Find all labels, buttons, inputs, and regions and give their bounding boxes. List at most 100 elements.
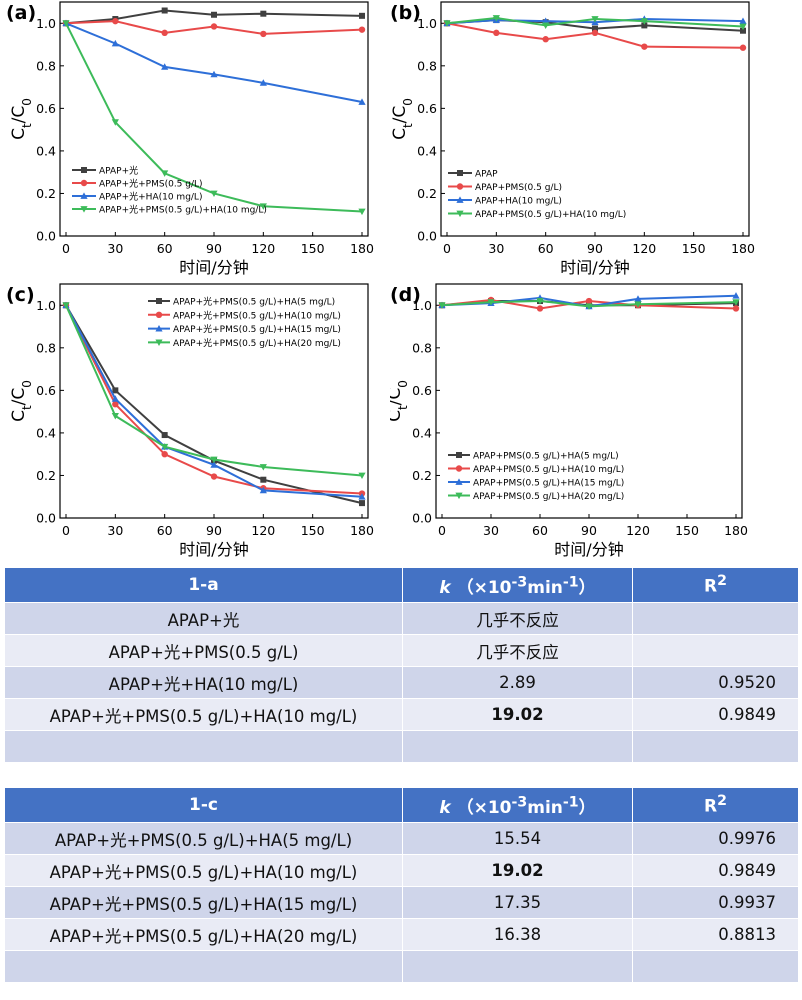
legend-label: APAP+光+HA(10 mg/L) <box>99 191 202 203</box>
x-tick-label: 120 <box>251 241 275 256</box>
legend-marker <box>457 170 463 176</box>
r2-header: R2 <box>633 568 799 603</box>
y-axis-label: Ct/C0 <box>9 380 34 422</box>
chart-d: (d)0.00.20.40.60.81.00306090120150180时间/… <box>390 282 802 562</box>
data-point <box>359 13 365 19</box>
x-tick-label: 30 <box>107 523 123 538</box>
x-tick-label: 180 <box>350 241 374 256</box>
x-tick-label: 60 <box>532 523 548 538</box>
condition-cell: APAP+光 <box>5 603 403 635</box>
x-tick-label: 150 <box>675 523 699 538</box>
legend-label: APAP+光+PMS(0.5 g/L)+HA(10 mg/L) <box>173 309 341 321</box>
k-cell <box>403 951 633 983</box>
r2-cell: 0.9976 <box>633 823 799 855</box>
table-row: APAP+光+PMS(0.5 g/L) 几乎不反应 <box>5 635 799 667</box>
legend-marker <box>81 167 87 173</box>
x-tick-label: 180 <box>724 523 748 538</box>
legend-label: APAP+光+PMS(0.5 g/L)+HA(5 mg/L) <box>173 296 335 308</box>
legend: APAP APAP+PMS(0.5 g/L) APAP+HA(10 mg/L) APA… <box>448 170 626 221</box>
x-tick-label: 90 <box>581 523 597 538</box>
x-axis-label: 时间/分钟 <box>554 540 623 559</box>
y-tick-label: 0.6 <box>412 383 432 398</box>
r2-cell <box>633 951 799 983</box>
condition-cell: APAP+光+PMS(0.5 g/L)+HA(10 mg/L) <box>5 699 403 731</box>
y-tick-label: 0.8 <box>412 340 432 355</box>
legend-label: APAP+光 <box>99 165 138 177</box>
k-cell: 16.38 <box>403 919 633 951</box>
r2-cell: 0.9849 <box>633 699 799 731</box>
legend-marker <box>156 298 162 304</box>
rate-table-1a: 1-a k （×10-3min-1） R2 APAP+光 几乎不反应 APAP+… <box>4 567 799 763</box>
x-tick-label: 0 <box>438 523 446 538</box>
r2-cell <box>633 603 799 635</box>
y-tick-label: 0.8 <box>36 58 56 73</box>
data-point <box>537 305 543 311</box>
y-tick-label: 0.4 <box>417 143 437 158</box>
x-tick-label: 120 <box>626 523 650 538</box>
y-tick-label: 0.4 <box>412 425 432 440</box>
legend-label: APAP+PMS(0.5 g/L)+HA(10 mg/L) <box>475 210 626 220</box>
data-point <box>211 23 217 29</box>
chart-c: (c)0.00.20.40.60.81.00306090120150180时间/… <box>0 282 401 562</box>
panel-label: (c) <box>6 284 35 306</box>
x-tick-label: 90 <box>587 241 603 256</box>
r2-cell <box>633 731 799 763</box>
rate-table-1c: 1-c k （×10-3min-1） R2 APAP+光+PMS(0.5 g/L… <box>4 787 799 983</box>
x-tick-label: 150 <box>301 241 325 256</box>
legend: APAP+光+PMS(0.5 g/L)+HA(5 mg/L)APAP+光+PMS… <box>148 296 341 349</box>
legend: APAP+光APAP+光+PMS(0.5 g/L)APAP+光+HA(10 mg… <box>72 165 267 216</box>
data-point <box>211 473 217 479</box>
series-2 <box>63 18 365 37</box>
legend-label: APAP+HA(10 mg/L) <box>475 197 562 207</box>
legend-marker <box>456 465 462 471</box>
x-tick-label: 0 <box>62 241 70 256</box>
data-point <box>211 12 217 18</box>
table-id: 1-c <box>5 788 403 823</box>
y-axis-label: Ct/C0 <box>9 98 34 140</box>
legend-label: APAP+PMS(0.5 g/L) <box>475 183 562 193</box>
y-tick-label: 0.6 <box>36 101 56 116</box>
x-tick-label: 180 <box>350 523 374 538</box>
k-cell: 几乎不反应 <box>403 635 633 667</box>
y-tick-label: 0.2 <box>412 468 432 483</box>
data-point <box>359 26 365 32</box>
legend-label: APAP+PMS(0.5 g/L)+HA(10 mg/L) <box>473 465 624 475</box>
k-cell: 15.54 <box>403 823 633 855</box>
legend-label: APAP+PMS(0.5 g/L)+HA(5 mg/L) <box>473 452 619 462</box>
x-tick-label: 120 <box>251 523 275 538</box>
condition-cell <box>5 731 403 763</box>
x-tick-label: 90 <box>206 523 222 538</box>
x-tick-label: 60 <box>157 523 173 538</box>
legend-label: APAP+光+PMS(0.5 g/L) <box>99 178 203 190</box>
legend-label: APAP <box>475 170 498 180</box>
k-cell <box>403 731 633 763</box>
x-tick-label: 0 <box>62 523 70 538</box>
data-point <box>733 305 739 311</box>
condition-cell <box>5 951 403 983</box>
r2-cell: 0.9849 <box>633 855 799 887</box>
table-id: 1-a <box>5 568 403 603</box>
y-tick-label: 0.0 <box>36 511 56 526</box>
k-cell: 几乎不反应 <box>403 603 633 635</box>
x-tick-label: 60 <box>538 241 554 256</box>
x-tick-label: 180 <box>731 241 755 256</box>
data-point <box>162 432 168 438</box>
series-line <box>66 23 362 102</box>
x-tick-label: 30 <box>107 241 123 256</box>
y-tick-label: 0.0 <box>417 229 437 244</box>
x-tick-label: 90 <box>206 241 222 256</box>
data-point <box>112 18 118 24</box>
r2-cell: 0.8813 <box>633 919 799 951</box>
x-axis-label: 时间/分钟 <box>179 258 248 277</box>
data-point <box>740 45 746 51</box>
table-header: 1-a k （×10-3min-1） R2 <box>5 568 799 603</box>
legend-marker <box>81 180 87 186</box>
k-cell: 2.89 <box>403 667 633 699</box>
table-row: APAP+光 几乎不反应 <box>5 603 799 635</box>
data-point <box>260 31 266 37</box>
y-tick-label: 1.0 <box>417 16 437 31</box>
y-tick-label: 0.8 <box>36 340 56 355</box>
data-point <box>162 8 168 14</box>
table-row: APAP+光+PMS(0.5 g/L)+HA(20 mg/L) 16.38 0.… <box>5 919 799 951</box>
data-point <box>359 500 365 506</box>
